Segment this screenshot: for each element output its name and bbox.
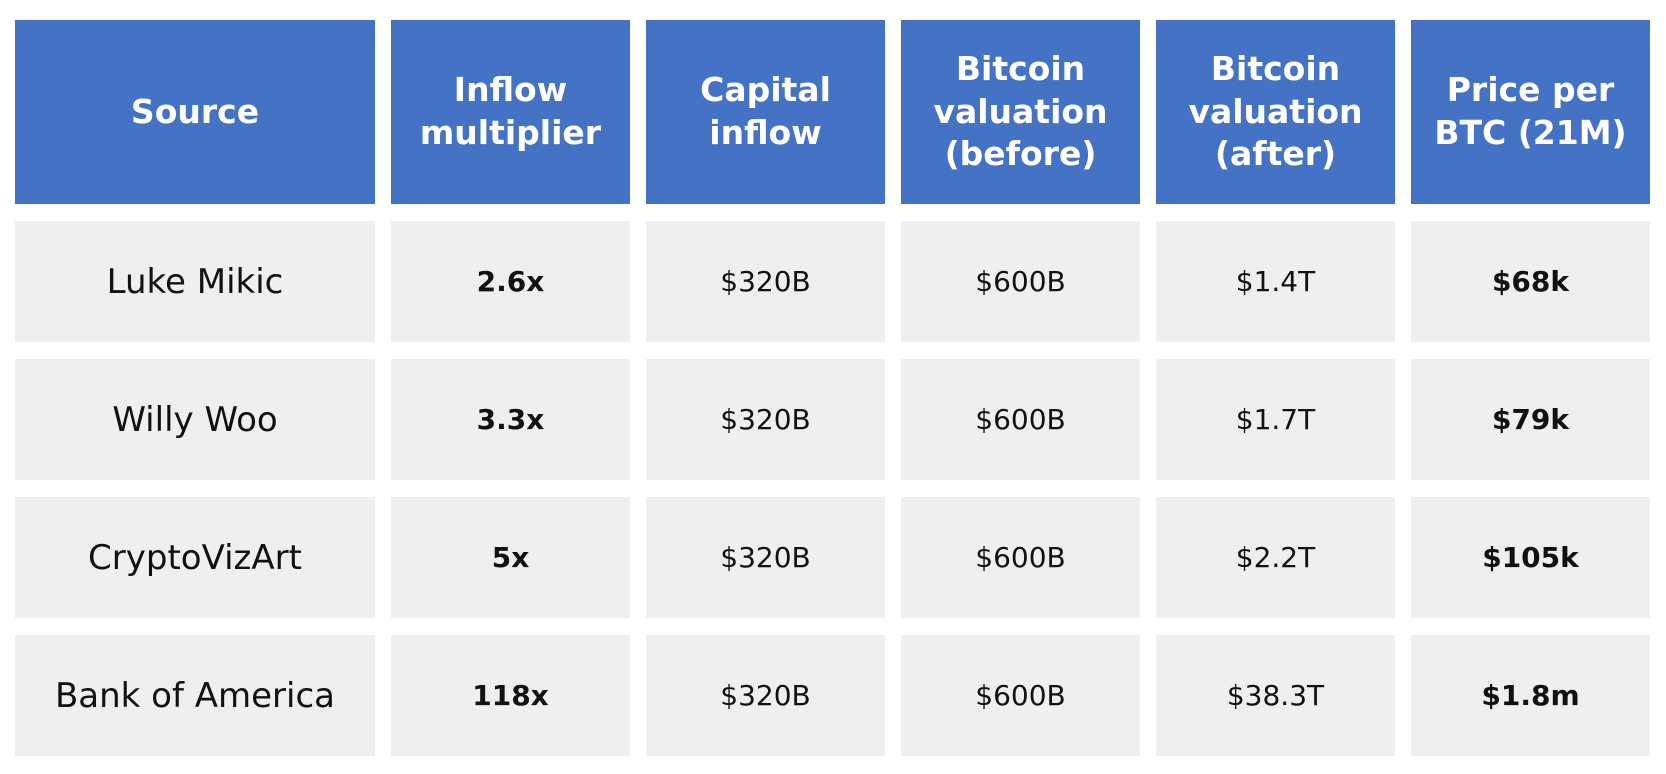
table-cell: $600B xyxy=(901,635,1140,756)
table-cell: $79k xyxy=(1411,359,1650,480)
table-cell: $320B xyxy=(646,497,885,618)
header-cell: Capital inflow xyxy=(646,20,885,204)
table-cell: 3.3x xyxy=(391,359,630,480)
table-cell: Willy Woo xyxy=(15,359,375,480)
header-cell: Source xyxy=(15,20,375,204)
table-cell: $600B xyxy=(901,221,1140,342)
header-cell: Inflow multiplier xyxy=(391,20,630,204)
table-cell: $320B xyxy=(646,221,885,342)
header-cell: Price per BTC (21M) xyxy=(1411,20,1650,204)
table-cell: $1.8m xyxy=(1411,635,1650,756)
table-cell: $320B xyxy=(646,359,885,480)
table-cell: $320B xyxy=(646,635,885,756)
table-cell: $68k xyxy=(1411,221,1650,342)
table-cell: 2.6x xyxy=(391,221,630,342)
table-cell: CryptoVizArt xyxy=(15,497,375,618)
table-cell: 118x xyxy=(391,635,630,756)
table-cell: Luke Mikic xyxy=(15,221,375,342)
table-cell: $1.7T xyxy=(1156,359,1395,480)
table-cell: $38.3T xyxy=(1156,635,1395,756)
table-cell: $1.4T xyxy=(1156,221,1395,342)
header-cell: Bitcoin valuation (before) xyxy=(901,20,1140,204)
table-cell: 5x xyxy=(391,497,630,618)
table-cell: $2.2T xyxy=(1156,497,1395,618)
table-cell: $105k xyxy=(1411,497,1650,618)
table-cell: Bank of America xyxy=(15,635,375,756)
table: Source Inflow multiplier Capital inflow Bit… xyxy=(15,20,1650,756)
header-cell: Bitcoin valuation (after) xyxy=(1156,20,1395,204)
table-cell: $600B xyxy=(901,359,1140,480)
table-cell: $600B xyxy=(901,497,1140,618)
